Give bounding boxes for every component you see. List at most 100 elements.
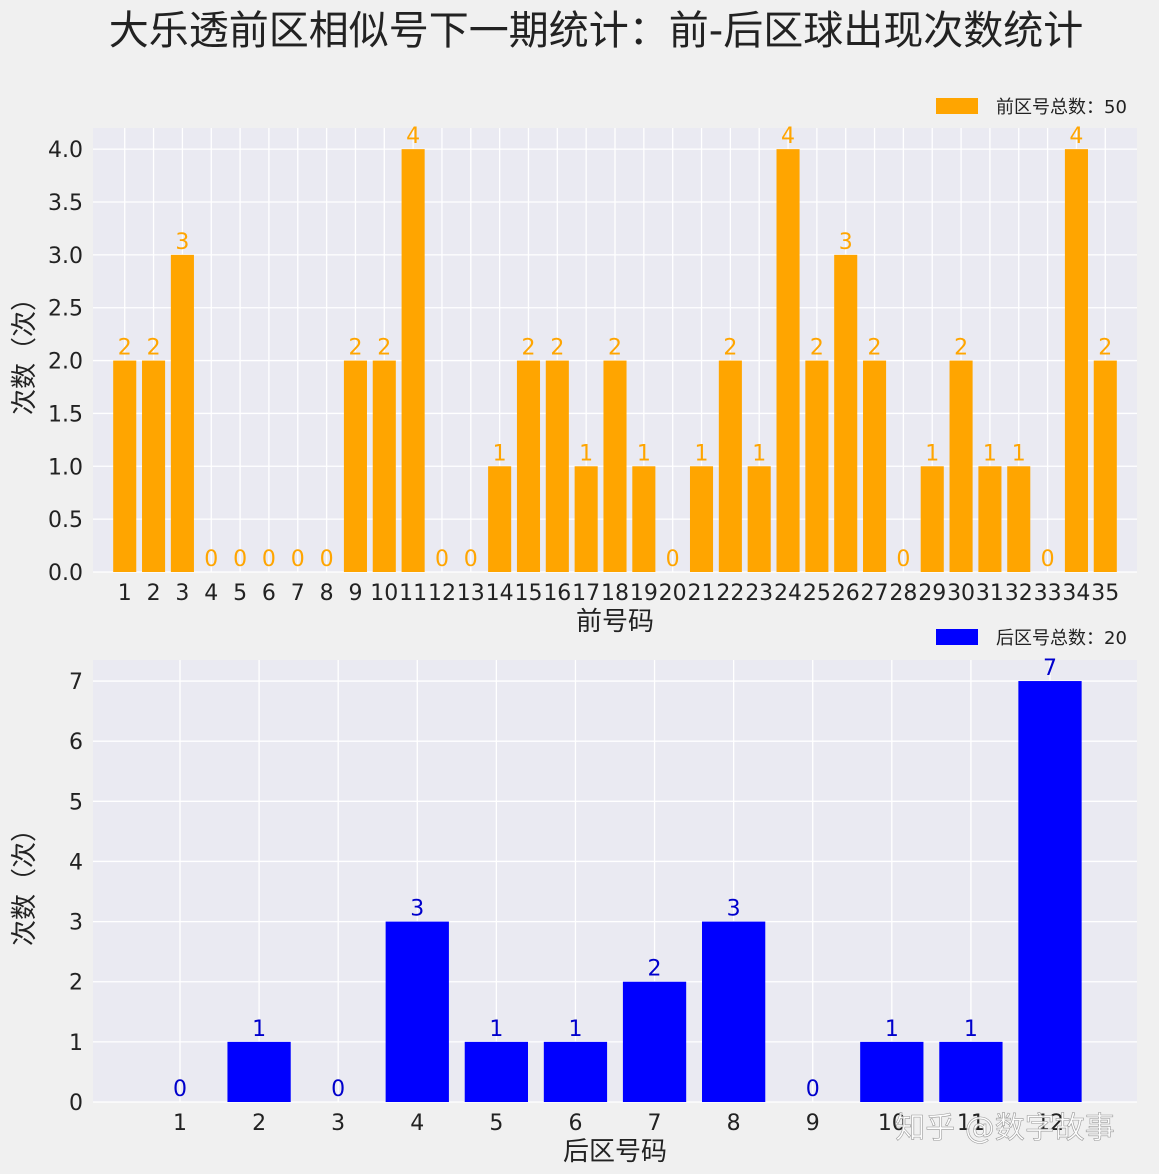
x-tick-label: 9 [348, 581, 362, 606]
bar-value-label: 1 [252, 1017, 266, 1042]
y-tick-label: 2 [69, 971, 83, 996]
y-tick-label: 4 [69, 850, 83, 875]
x-tick-label: 14 [486, 581, 514, 606]
bar-value-label: 4 [781, 124, 795, 149]
bar-value-label: 2 [550, 336, 564, 361]
bar-value-label: 3 [410, 897, 424, 922]
x-tick-label: 4 [204, 581, 218, 606]
x-tick-label: 28 [889, 581, 917, 606]
bar-value-label: 2 [521, 336, 535, 361]
bar-value-label: 0 [262, 547, 276, 572]
x-tick-label: 30 [947, 581, 975, 606]
y-tick-label: 1.0 [48, 455, 83, 480]
bar [401, 149, 425, 572]
bar-value-label: 2 [118, 336, 132, 361]
x-tick-label: 7 [291, 581, 305, 606]
x-tick-label: 8 [727, 1111, 741, 1136]
bar-value-label: 2 [377, 336, 391, 361]
bar-value-label: 1 [695, 441, 709, 466]
bar [543, 1041, 608, 1102]
bar-value-label: 1 [568, 1017, 582, 1042]
x-tick-label: 16 [543, 581, 571, 606]
legend-swatch [936, 98, 978, 114]
x-tick-label: 9 [806, 1111, 820, 1136]
x-tick-label: 31 [976, 581, 1004, 606]
x-tick-label: 8 [320, 581, 334, 606]
bar-value-label: 4 [1069, 124, 1083, 149]
bar-value-label: 2 [723, 336, 737, 361]
watermark: 知乎 @数字故事 [895, 1111, 1115, 1146]
x-tick-label: 20 [659, 581, 687, 606]
x-tick-label: 34 [1062, 581, 1090, 606]
bar [385, 921, 449, 1102]
x-tick-label: 23 [745, 581, 773, 606]
y-tick-label: 0.0 [48, 561, 83, 586]
bar-value-label: 0 [233, 547, 247, 572]
bar [227, 1041, 291, 1102]
chart-panel-2: 01234567011203341516273809110111712后区号码次… [10, 628, 1137, 1167]
bar [1064, 149, 1088, 572]
x-tick-label: 24 [774, 581, 802, 606]
y-tick-label: 6 [69, 730, 83, 755]
bar-value-label: 1 [493, 441, 507, 466]
bar [343, 360, 367, 572]
x-tick-label: 26 [832, 581, 860, 606]
bar [488, 466, 512, 572]
x-tick-label: 1 [173, 1111, 187, 1136]
bar [632, 466, 656, 572]
bar [1007, 466, 1031, 572]
bar [545, 360, 569, 572]
bar-value-label: 1 [983, 441, 997, 466]
bar [1018, 681, 1082, 1102]
x-tick-label: 3 [175, 581, 189, 606]
y-axis-label: 次数（次） [10, 816, 40, 946]
x-tick-label: 32 [1005, 581, 1033, 606]
x-tick-label: 4 [410, 1111, 424, 1136]
chart-panel-1: 0.00.51.01.52.02.53.03.54.02122330405060… [10, 97, 1137, 637]
bar [863, 360, 887, 572]
bar-value-label: 2 [1098, 336, 1112, 361]
bar [776, 149, 800, 572]
legend-label: 前区号总数：50 [996, 97, 1127, 118]
bar [939, 1041, 1003, 1102]
bar [860, 1041, 924, 1102]
bar-value-label: 1 [885, 1017, 899, 1042]
x-tick-label: 7 [648, 1111, 662, 1136]
bar-value-label: 0 [666, 547, 680, 572]
bar-value-label: 0 [806, 1077, 820, 1102]
bar-value-label: 0 [896, 547, 910, 572]
bar [170, 254, 194, 572]
x-tick-label: 11 [399, 581, 427, 606]
bar [622, 981, 687, 1102]
x-tick-label: 5 [489, 1111, 503, 1136]
bar-value-label: 0 [204, 547, 218, 572]
bar-value-label: 0 [173, 1077, 187, 1102]
y-tick-label: 1.5 [48, 402, 83, 427]
bar-value-label: 2 [147, 336, 161, 361]
bar [516, 360, 541, 572]
bar [464, 1041, 528, 1102]
bar-value-label: 7 [1043, 656, 1057, 681]
bar-value-label: 1 [1012, 441, 1026, 466]
bar-value-label: 1 [637, 441, 651, 466]
x-tick-label: 25 [803, 581, 831, 606]
bar-value-label: 3 [727, 897, 741, 922]
bar-value-label: 1 [579, 441, 593, 466]
bar-value-label: 0 [291, 547, 305, 572]
x-tick-label: 29 [918, 581, 946, 606]
bar [689, 466, 714, 572]
y-tick-label: 5 [69, 790, 83, 815]
bar [978, 466, 1002, 572]
bar-value-label: 1 [925, 441, 939, 466]
bar [805, 360, 829, 572]
x-tick-label: 17 [572, 581, 600, 606]
y-tick-label: 3.0 [48, 244, 83, 269]
x-tick-label: 11 [957, 1111, 985, 1136]
x-tick-label: 33 [1034, 581, 1062, 606]
x-tick-label: 15 [514, 581, 542, 606]
bar-value-label: 0 [320, 547, 334, 572]
bar [1093, 360, 1117, 572]
bar [718, 360, 742, 572]
y-axis-label: 次数（次） [10, 285, 40, 415]
